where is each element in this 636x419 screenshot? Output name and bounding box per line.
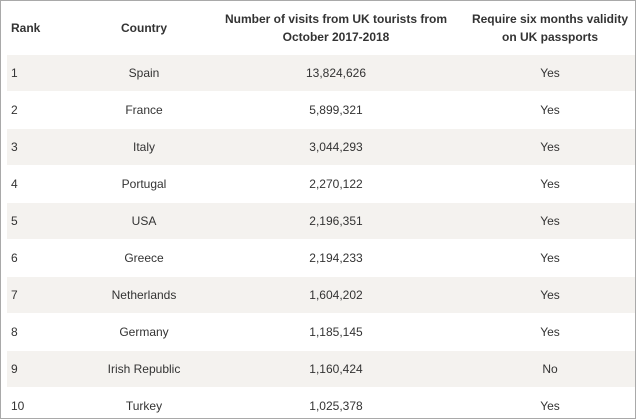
cell-visits: 2,196,351 [207, 202, 465, 240]
cell-rank: 7 [7, 276, 81, 314]
table-row: 3 Italy 3,044,293 Yes [7, 128, 635, 166]
table-row: 4 Portugal 2,270,122 Yes [7, 165, 635, 203]
header-rank: Rank [11, 20, 41, 35]
cell-country: France [81, 91, 207, 129]
cell-passport-requirement: Yes [465, 276, 635, 314]
cell-rank: 10 [7, 387, 81, 418]
cell-visits: 2,194,233 [207, 239, 465, 277]
cell-passport-requirement: Yes [465, 54, 635, 92]
cell-country: Spain [81, 54, 207, 92]
cell-passport-requirement: Yes [465, 128, 635, 166]
table-row: 7 Netherlands 1,604,202 Yes [7, 276, 635, 314]
cell-rank: 1 [7, 54, 81, 92]
cell-passport-requirement: No [465, 350, 635, 388]
cell-passport-requirement: Yes [465, 202, 635, 240]
cell-visits: 2,270,122 [207, 165, 465, 203]
cell-passport-requirement: Yes [465, 387, 635, 418]
cell-visits: 1,604,202 [207, 276, 465, 314]
cell-country: Irish Republic [81, 350, 207, 388]
cell-rank: 8 [7, 313, 81, 351]
header-visits: Number of visits from UK tourists from O… [224, 11, 448, 44]
table-row: 9 Irish Republic 1,160,424 No [7, 350, 635, 388]
cell-rank: 4 [7, 165, 81, 203]
cell-rank: 9 [7, 350, 81, 388]
cell-visits: 1,025,378 [207, 387, 465, 418]
cell-country: Germany [81, 313, 207, 351]
cell-country: Turkey [81, 387, 207, 418]
table-row: 10 Turkey 1,025,378 Yes [7, 387, 635, 418]
cell-rank: 6 [7, 239, 81, 277]
cell-country: Netherlands [81, 276, 207, 314]
cell-visits: 1,160,424 [207, 350, 465, 388]
cell-visits: 3,044,293 [207, 128, 465, 166]
table-row: 6 Greece 2,194,233 Yes [7, 239, 635, 277]
header-passport-requirement: Require six months validity on UK passpo… [471, 11, 629, 44]
uk-tourist-visits-table: Rank Country Number of visits from UK to… [7, 1, 635, 418]
cell-rank: 5 [7, 202, 81, 240]
table-row: 1 Spain 13,824,626 Yes [7, 54, 635, 92]
table-row: 2 France 5,899,321 Yes [7, 91, 635, 129]
cell-passport-requirement: Yes [465, 239, 635, 277]
cell-country: USA [81, 202, 207, 240]
header-country: Country [121, 20, 167, 35]
cell-visits: 13,824,626 [207, 54, 465, 92]
cell-rank: 2 [7, 91, 81, 129]
cell-passport-requirement: Yes [465, 165, 635, 203]
cell-visits: 1,185,145 [207, 313, 465, 351]
cell-country: Greece [81, 239, 207, 277]
cell-passport-requirement: Yes [465, 91, 635, 129]
table-row: 5 USA 2,196,351 Yes [7, 202, 635, 240]
table-row: 8 Germany 1,185,145 Yes [7, 313, 635, 351]
cell-country: Italy [81, 128, 207, 166]
cell-country: Portugal [81, 165, 207, 203]
cell-visits: 5,899,321 [207, 91, 465, 129]
table-header-row: Rank Country Number of visits from UK to… [7, 1, 635, 55]
cell-passport-requirement: Yes [465, 313, 635, 351]
cell-rank: 3 [7, 128, 81, 166]
